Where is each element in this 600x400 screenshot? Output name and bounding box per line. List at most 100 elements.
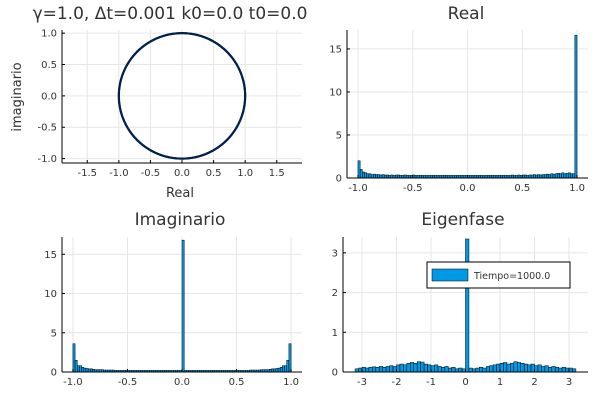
histogram-bar-real: [559, 173, 562, 179]
histogram-bar-eigen: [534, 365, 539, 373]
histogram-bar-imag: [275, 368, 279, 373]
xtick-eigen: 0: [462, 377, 468, 388]
xlabel-circle: Real: [166, 186, 194, 201]
xtick-circle: -0.5: [141, 168, 161, 179]
histogram-bar-eigen: [554, 366, 559, 373]
histogram-bar-real: [572, 173, 576, 179]
histogram-bar-eigen: [406, 363, 411, 373]
xtick-imag: 1.0: [283, 377, 299, 388]
histogram-bar-eigen: [372, 366, 377, 373]
legend-swatch: [431, 268, 469, 282]
xtick-imag: -1.0: [63, 377, 83, 388]
ytick-eigen: 3: [332, 248, 338, 259]
panel-eigenfase: Eigenfase -3 -2 -1 0 1 2 3 0 1 2 3 Tiempo=1000.0: [332, 210, 588, 388]
histogram-bar-eigen: [568, 367, 573, 373]
histogram-bar-real: [370, 174, 374, 179]
xtick-circle: -1.5: [78, 168, 98, 179]
xtick-imag: 0.5: [229, 377, 245, 388]
histogram-bar-real: [375, 174, 378, 179]
histogram-bar-eigen: [465, 238, 470, 373]
histogram-bar-eigen: [423, 363, 428, 373]
xtick-circle: 1.0: [237, 168, 253, 179]
histogram-bar-eigen: [375, 366, 380, 373]
histogram-bar-real: [565, 173, 569, 179]
histogram-bar-imag: [284, 365, 287, 373]
histogram-bar-real: [568, 172, 571, 179]
histogram-bar-eigen: [558, 367, 563, 373]
histogram-bar-eigen: [413, 363, 418, 373]
ytick-imag: 5: [51, 328, 57, 339]
xtick-eigen: 3: [566, 377, 572, 388]
legend: Tiempo=1000.0: [426, 261, 571, 289]
histogram-bar-eigen: [399, 363, 404, 373]
histogram-bar-imag: [74, 359, 78, 373]
histogram-bar-real: [546, 173, 549, 179]
ytick-circle: -0.5: [37, 123, 57, 134]
ytick-imag: 10: [44, 289, 57, 300]
histogram-bar-real: [537, 174, 541, 179]
histogram-bar-imag: [277, 367, 281, 373]
histogram-bar-eigen: [385, 366, 390, 373]
panel-circle: γ=1.0, Δt=0.001 k0=0.0 t0=0.0 -1.5 -1.0 -0…: [10, 4, 307, 201]
histogram-bar-eigen: [361, 366, 366, 373]
histogram-bar-eigen: [389, 365, 394, 373]
histogram-bar-eigen: [392, 366, 397, 373]
histogram-bar-eigen: [365, 367, 370, 373]
histogram-bar-eigen: [541, 366, 546, 373]
ytick-real: 15: [329, 44, 342, 55]
histogram-bar-real: [373, 173, 376, 179]
ytick-imag: 15: [44, 250, 57, 261]
xtick-eigen: 2: [531, 377, 537, 388]
histogram-bar-eigen: [530, 363, 535, 373]
title-eigenfase: Eigenfase: [421, 210, 504, 230]
ytick-circle: -1.0: [37, 154, 57, 165]
histogram-bar-real: [366, 173, 370, 179]
xtick-eigen: -1: [426, 377, 436, 388]
histogram-bar-imag: [79, 365, 82, 373]
xtick-eigen: -3: [357, 377, 367, 388]
title-circle: γ=1.0, Δt=0.001 k0=0.0 t0=0.0: [33, 4, 308, 24]
histogram-bar-eigen: [396, 364, 401, 373]
histogram-bar-imag: [81, 367, 85, 373]
panel-imaginario: Imaginario -1.0 -0.5 0.0 0.5 1.0 0 5 10 15: [44, 210, 302, 388]
xtick-circle: 1.5: [269, 168, 285, 179]
ytick-circle: 0.5: [41, 60, 57, 71]
histogram-bar-real: [359, 169, 363, 179]
histogram-bar-eigen: [489, 365, 494, 373]
ylabel-circle: imaginario: [10, 62, 25, 131]
histogram-bar-real: [552, 173, 556, 179]
histogram-bar-imag: [77, 365, 80, 373]
histogram-bar-real: [563, 173, 567, 179]
histogram-bar-eigen: [561, 366, 566, 373]
histogram-bar-eigen: [420, 361, 425, 373]
histogram-bar-eigen: [451, 366, 456, 373]
data-point: [244, 95, 247, 98]
xtick-real: 0.0: [460, 183, 476, 194]
ytick-real: 0: [336, 174, 342, 185]
histogram-bar-imag: [85, 368, 89, 373]
histogram-bar-eigen: [447, 367, 452, 373]
histogram-bar-eigen: [551, 366, 556, 373]
histogram-bar-real: [532, 174, 536, 179]
histogram-bar-eigen: [485, 366, 490, 373]
panel-real: Real -1.0 -0.5 0.0 0.5 1.0 0 5 10 15: [329, 4, 588, 194]
histogram-bar-real: [377, 174, 381, 179]
histogram-bar-eigen: [475, 367, 480, 373]
xtick-eigen: 1: [497, 377, 503, 388]
histogram-bar-eigen: [503, 362, 508, 373]
ytick-circle: 1.0: [41, 29, 57, 40]
histogram-bar-real: [548, 174, 552, 179]
ytick-real: 5: [336, 130, 342, 141]
histogram-bar-eigen: [499, 363, 504, 373]
histogram-bar-eigen: [506, 363, 511, 373]
histogram-bar-eigen: [496, 363, 501, 373]
histogram-bar-real: [554, 173, 558, 179]
histogram-bar-eigen: [358, 367, 363, 373]
histogram-bar-eigen: [548, 366, 553, 373]
histogram-bar-real: [364, 172, 367, 179]
histogram-bar-eigen: [427, 364, 432, 373]
xtick-real: -1.0: [348, 183, 368, 194]
histogram-bar-imag: [286, 359, 290, 373]
histogram-bar-eigen: [492, 364, 497, 373]
